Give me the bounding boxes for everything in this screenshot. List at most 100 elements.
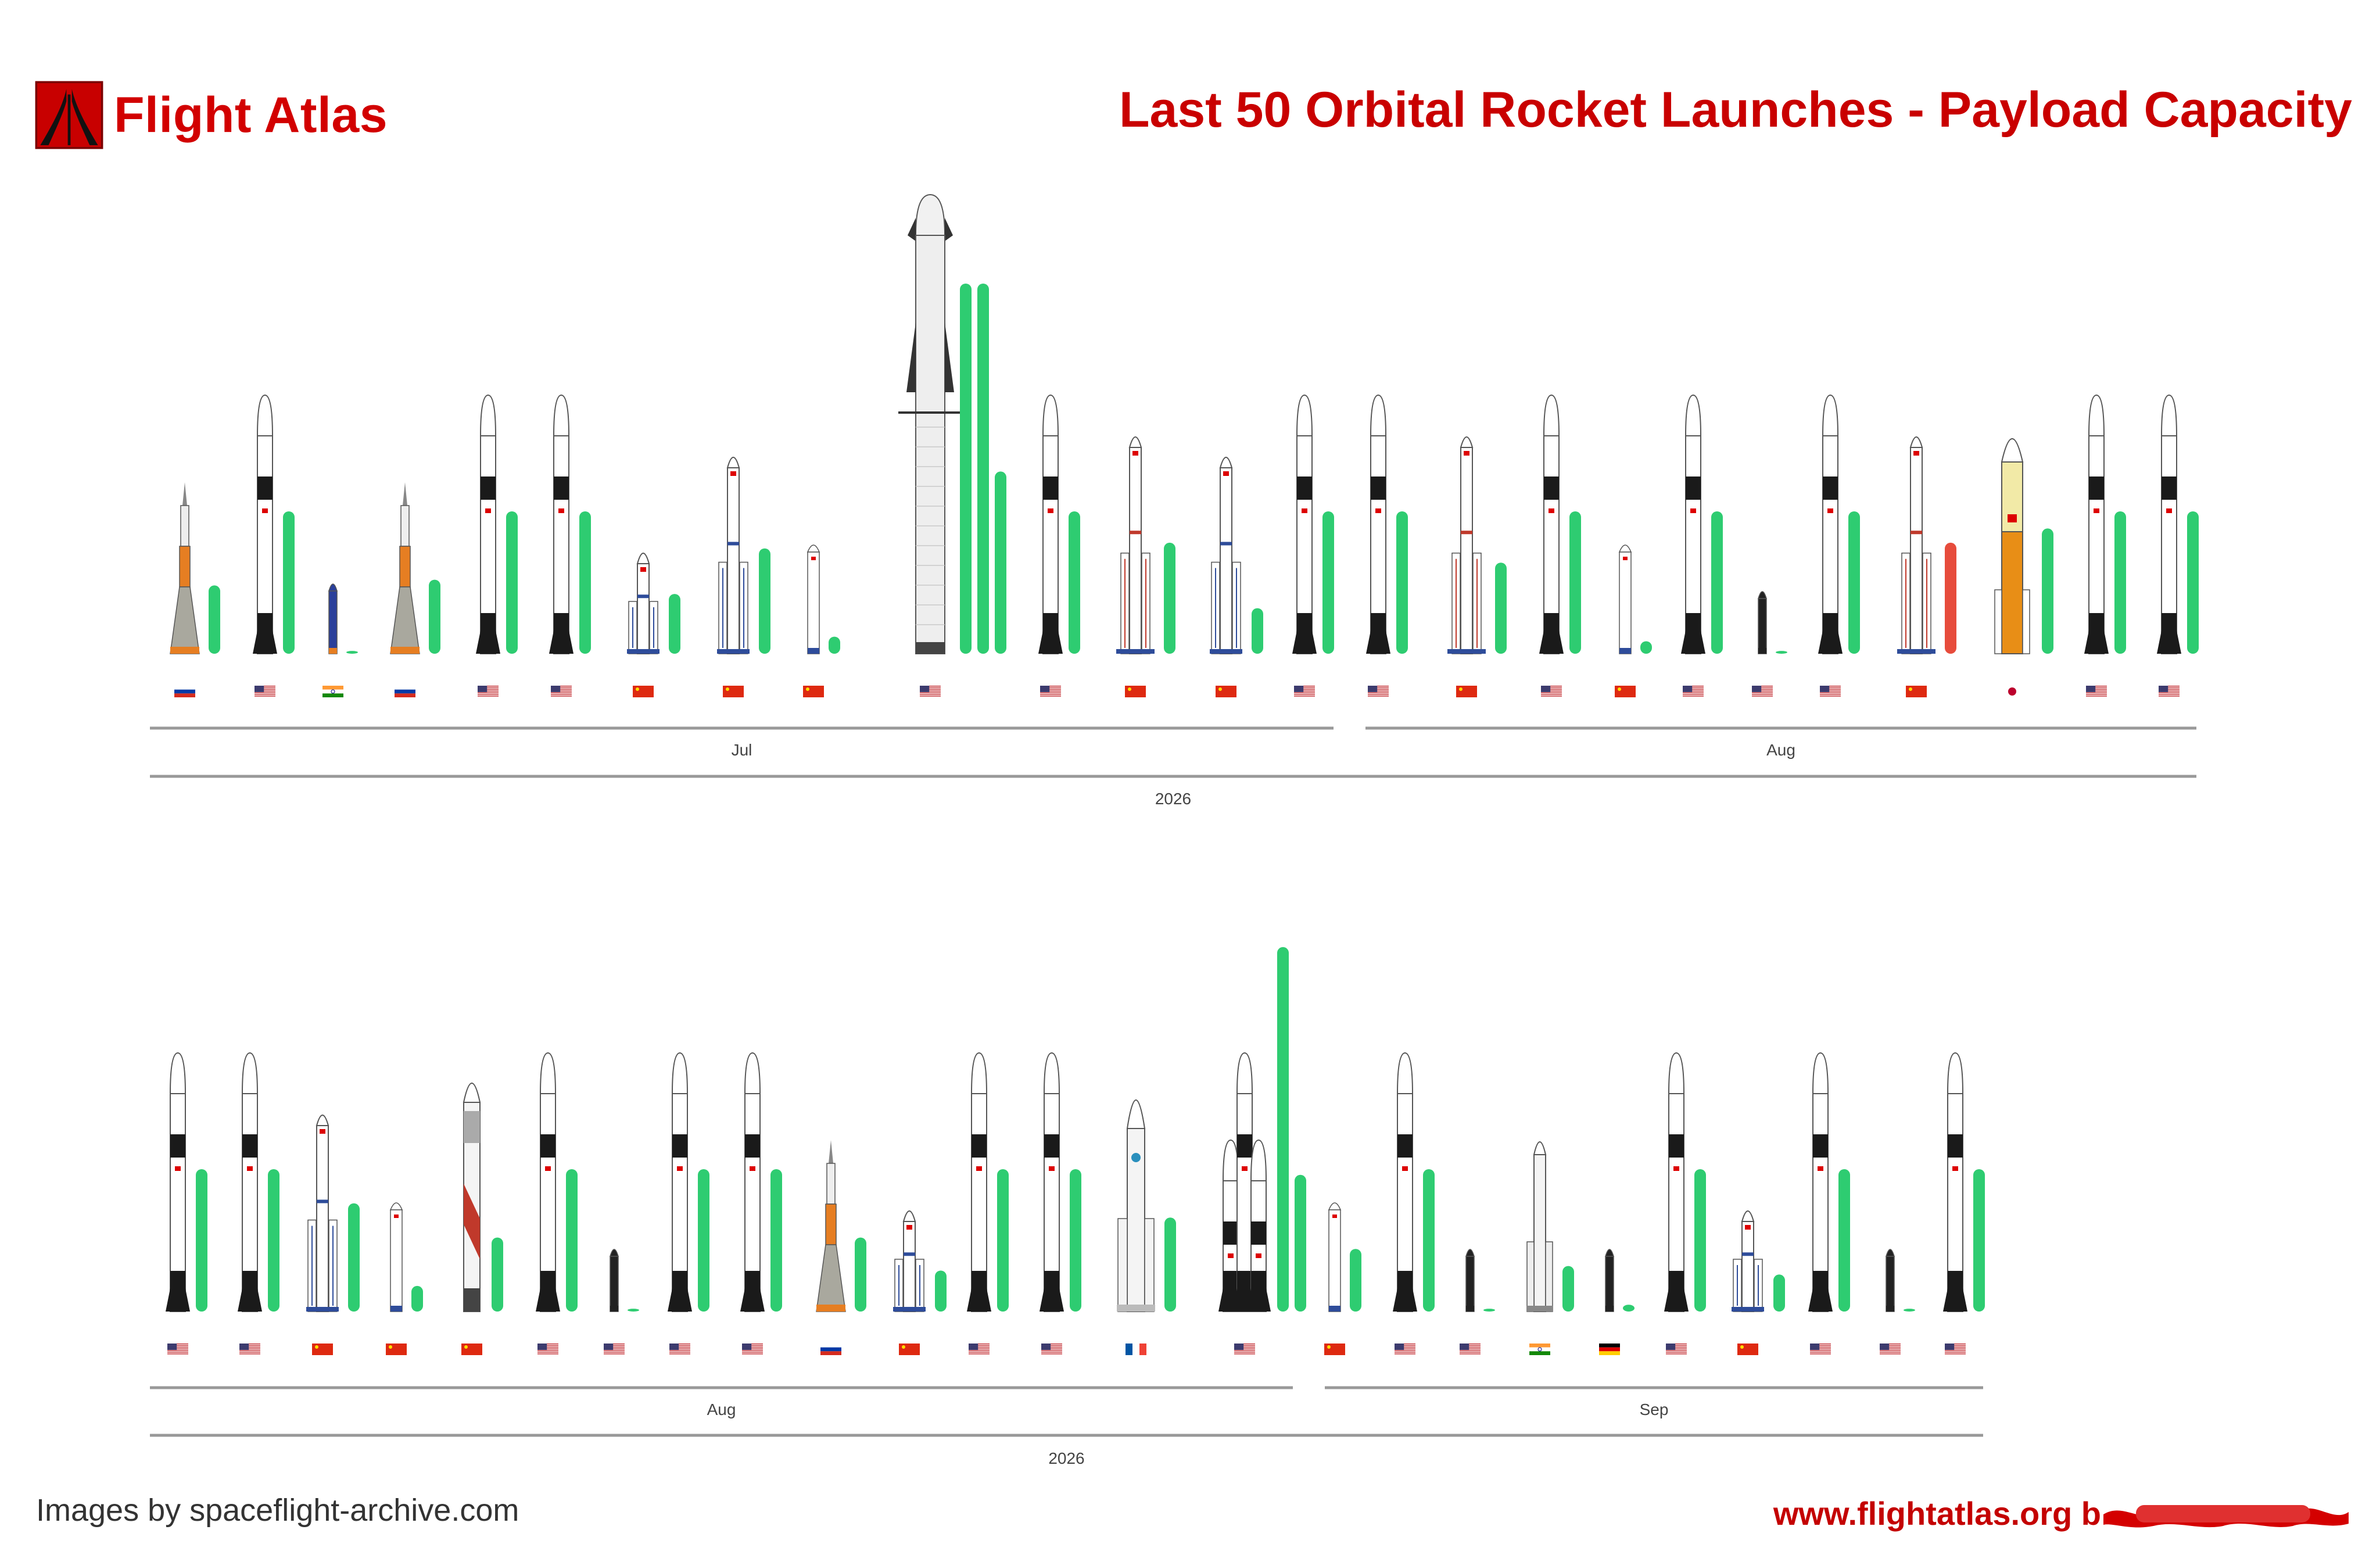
payload-bar [2042, 528, 2053, 654]
launch-1-2 [253, 394, 295, 697]
launch-2-20 [1599, 1249, 1635, 1355]
payload-bar [759, 548, 770, 654]
flag-us-icon [478, 686, 499, 697]
payload-bar [2114, 511, 2126, 654]
launch-1-18 [1615, 544, 1652, 697]
launch-2-7 [604, 1249, 639, 1355]
launch-2-19 [1526, 1141, 1574, 1355]
payload-bar [960, 284, 972, 654]
rocket-falcon9-icon [1681, 394, 1705, 654]
image-credit: Images by spaceflight-archive.com [36, 1493, 519, 1528]
rocket-falcon9-icon [238, 1052, 262, 1312]
rocket-soyuz-icon [390, 482, 420, 654]
rocket-gslv-icon [1526, 1141, 1553, 1312]
launch-1-17 [1539, 394, 1581, 697]
launch-1-20 [1752, 591, 1787, 697]
launch-1-16 [1447, 436, 1507, 697]
payload-bar [1848, 511, 1860, 654]
payload-bar [1694, 1169, 1706, 1312]
month-label: Aug [1766, 741, 1795, 759]
flag-cn-icon [312, 1344, 333, 1355]
rocket-falcon9-icon [2084, 394, 2109, 654]
payload-bar [1164, 542, 1175, 654]
payload-bar [346, 651, 358, 654]
launch-2-16 [1324, 1202, 1361, 1355]
payload-bar [1711, 511, 1723, 654]
flag-cn-icon [1456, 686, 1477, 697]
launch-1-10 [898, 194, 1006, 697]
flag-us-icon [2086, 686, 2107, 697]
payload-bar [492, 1237, 503, 1312]
rocket-falcon9-icon [1038, 394, 1063, 654]
payload-bar [1973, 1169, 1985, 1312]
payload-bar [1069, 511, 1080, 654]
launch-1-19 [1681, 394, 1723, 697]
launch-1-14 [1292, 394, 1334, 697]
payload-bar [429, 579, 440, 654]
flag-cn-icon [723, 686, 744, 697]
launch-2-22 [1732, 1210, 1785, 1355]
rocket-soyuz-icon [170, 482, 200, 654]
website-link[interactable]: www.flightatlas.org b [1773, 1495, 2101, 1532]
launch-2-21 [1664, 1052, 1706, 1355]
launch-1-3 [322, 583, 358, 697]
launch-1-12 [1116, 436, 1175, 697]
month-label: Jul [732, 741, 752, 759]
launch-2-12 [967, 1052, 1009, 1355]
brand[interactable]: Flight Atlas [35, 79, 388, 151]
rocket-lm-small-icon [893, 1210, 926, 1312]
rocket-falcon9-icon [668, 1052, 692, 1312]
rocket-small-in-icon [328, 583, 338, 654]
launch-2-23 [1808, 1052, 1850, 1355]
flag-us-icon [1880, 1344, 1901, 1355]
launch-2-2 [238, 1052, 279, 1355]
flag-de-icon [1599, 1344, 1620, 1355]
flag-us-icon [255, 686, 275, 697]
payload-bar [283, 511, 295, 654]
launch-2-8 [668, 1052, 709, 1355]
payload-bar [1483, 1309, 1495, 1312]
flag-fr-icon [1126, 1344, 1146, 1355]
rocket-falcon9-icon [1366, 394, 1390, 654]
rocket-falcon9-icon [1539, 394, 1564, 654]
flag-ru-icon [395, 686, 415, 697]
payload-bar [628, 1309, 639, 1312]
launch-2-17 [1393, 1052, 1435, 1355]
payload-bar [977, 284, 989, 654]
launch-2-4 [386, 1202, 423, 1355]
rocket-falcon9-icon [1393, 1052, 1417, 1312]
payload-bar [1070, 1169, 1081, 1312]
flag-cn-icon [633, 686, 654, 697]
launch-2-25 [1943, 1052, 1985, 1355]
rocket-zhuque-icon [463, 1083, 481, 1312]
rocket-falcon9-icon [253, 394, 277, 654]
flag-us-icon [1460, 1344, 1481, 1355]
flag-cn-icon [386, 1344, 407, 1355]
launch-1-25 [2157, 394, 2199, 697]
payload-bar [1423, 1169, 1435, 1312]
month-label: Sep [1640, 1400, 1669, 1418]
launch-1-7 [627, 553, 680, 697]
payload-bar [506, 511, 518, 654]
flag-us-icon [604, 1344, 625, 1355]
flag-ru-icon [174, 686, 195, 697]
flag-jp-icon [2008, 687, 2016, 696]
launch-1-24 [2084, 394, 2126, 697]
payload-bar [1773, 1274, 1785, 1312]
flag-us-icon [1041, 1344, 1062, 1355]
rocket-lm-medium-icon [306, 1115, 339, 1312]
flag-cn-icon [461, 1344, 482, 1355]
launch-1-4 [390, 482, 440, 697]
rocket-lm-tiny-icon [1618, 544, 1632, 654]
flag-cn-icon [1737, 1344, 1758, 1355]
flag-us-icon [1368, 686, 1389, 697]
payload-bar [1640, 641, 1652, 654]
rocket-falcon9-icon [536, 1052, 560, 1312]
launch-2-13 [1040, 1052, 1081, 1355]
flag-us-icon [669, 1344, 690, 1355]
payload-bar [566, 1169, 578, 1312]
launch-2-6 [536, 1052, 578, 1355]
payload-bar [1838, 1169, 1850, 1312]
payload-bar [1252, 608, 1263, 654]
flag-us-icon [1820, 686, 1841, 697]
